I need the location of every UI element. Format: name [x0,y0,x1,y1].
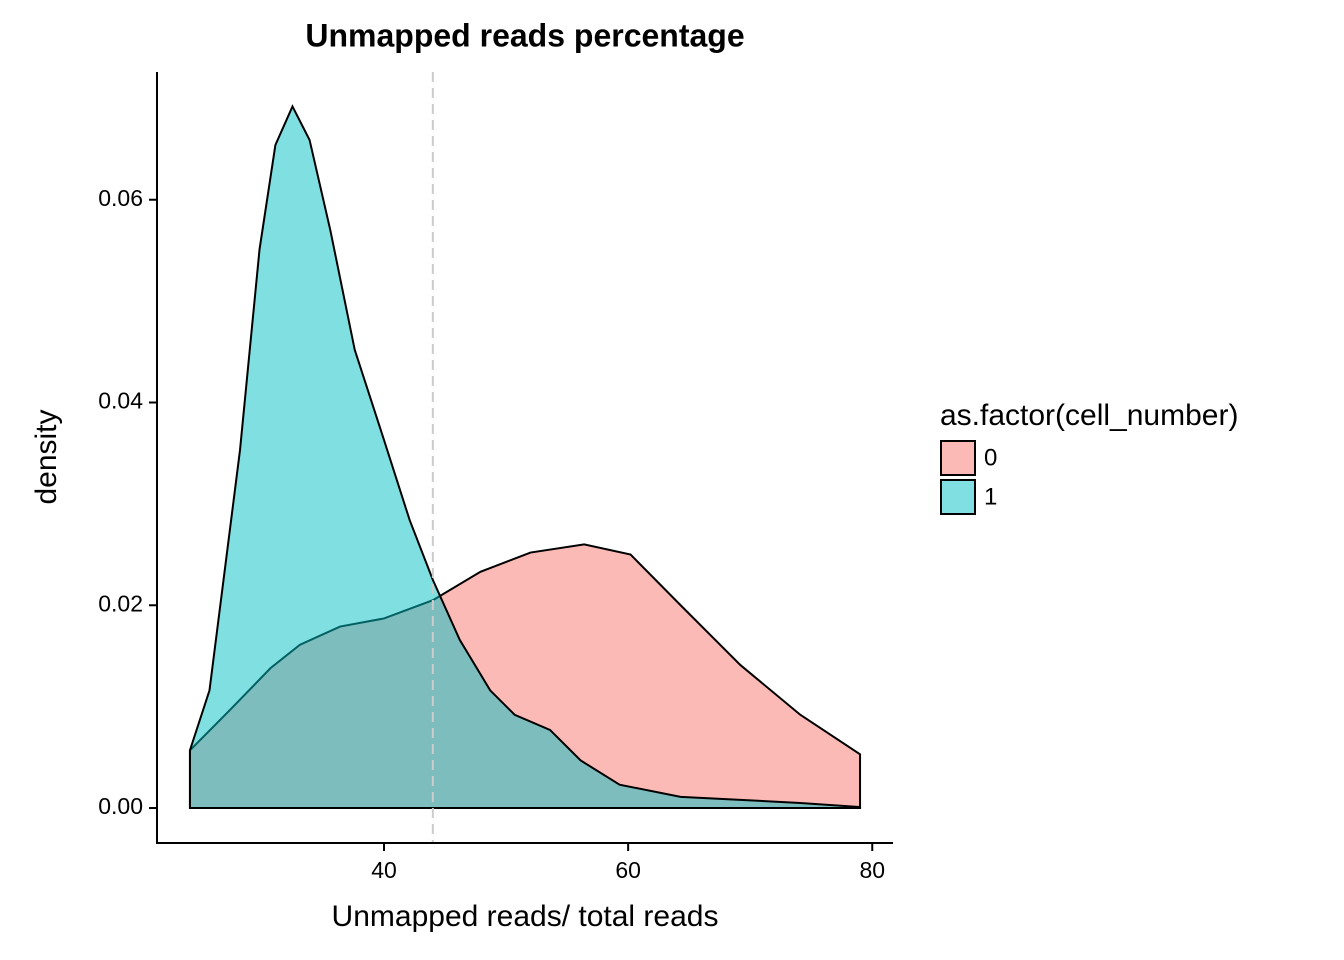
y-tick-label: 0.02 [98,590,143,616]
legend-swatch [940,440,976,476]
x-tick-label: 60 [615,857,641,883]
y-axis-label: density [30,409,63,504]
legend-title: as.factor(cell_number) [940,399,1238,432]
y-tick-label: 0.04 [98,388,143,414]
legend-label: 0 [984,444,997,471]
density-area [188,104,862,810]
x-tick-label: 40 [371,857,397,883]
y-tick-label: 0.06 [98,185,143,211]
legend-label: 1 [984,483,997,510]
x-axis-label: Unmapped reads/ total reads [332,900,719,933]
y-tick-label: 0.00 [98,793,143,819]
x-tick-label: 80 [859,857,885,883]
chart-title: Unmapped reads percentage [305,17,744,53]
legend-swatch [940,479,976,515]
